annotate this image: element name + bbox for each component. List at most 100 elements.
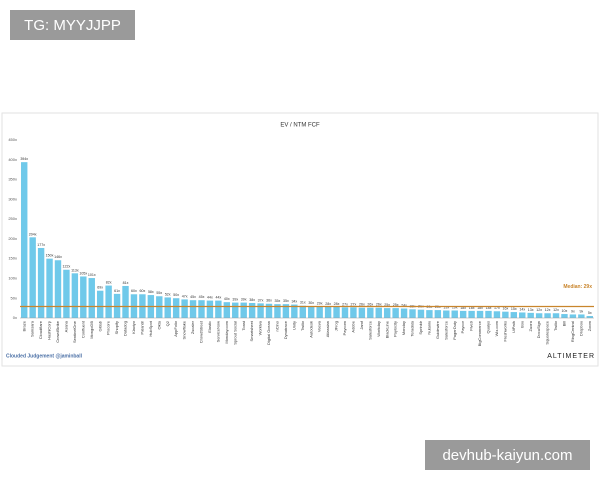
value-label: 24x <box>401 303 407 307</box>
bar <box>544 313 551 318</box>
y-tick-label: 250x <box>8 216 17 221</box>
value-label: 35x <box>275 299 281 303</box>
x-tick-label: MongoDB <box>89 321 94 339</box>
value-label: 55x <box>156 291 162 295</box>
value-label: 61x <box>114 289 120 293</box>
x-tick-label: Q2 <box>165 320 170 326</box>
x-tick-label: Dropbox <box>578 321 583 336</box>
value-label: 50x <box>173 293 179 297</box>
x-tick-label: Klaviyo <box>131 320 136 334</box>
y-tick-label: 300x <box>8 196 17 201</box>
value-label: 146x <box>54 255 62 259</box>
x-tick-label: RingCentral <box>570 321 575 342</box>
bar <box>257 303 264 318</box>
bar <box>392 308 399 318</box>
x-tick-label: Squarespace <box>545 320 550 344</box>
x-tick-label: BlackLine <box>384 320 389 338</box>
y-tick-label: 50x <box>11 295 17 300</box>
x-tick-label: Procore <box>106 320 111 335</box>
value-label: 18x <box>477 306 483 310</box>
bar <box>519 312 526 318</box>
value-label: 39x <box>241 298 247 302</box>
bar <box>172 298 180 318</box>
x-tick-label: HashiCorp <box>47 320 52 340</box>
y-tick-label: 350x <box>8 177 17 182</box>
x-tick-label: AppFolio <box>173 320 178 337</box>
bar <box>105 285 112 318</box>
x-tick-label: Qualys <box>486 321 491 333</box>
value-label: 69x <box>97 286 103 290</box>
bar <box>308 306 315 318</box>
x-tick-label: BigCommerce <box>477 320 482 346</box>
x-tick-label: Five9 <box>469 320 474 331</box>
value-label: 39x <box>232 298 238 302</box>
bar <box>282 304 290 318</box>
value-label: 28x <box>325 302 331 306</box>
bar <box>206 300 214 318</box>
watermark: devhub-kaiyun.com <box>425 440 590 470</box>
value-label: 38x <box>249 298 255 302</box>
bar <box>358 307 366 318</box>
value-label: 34x <box>291 300 297 304</box>
bar <box>215 300 222 318</box>
value-label: 101x <box>88 273 96 277</box>
value-label: 13x <box>528 308 534 312</box>
x-tick-label: Digital Ocean <box>266 321 271 345</box>
x-tick-label: Veeva <box>317 320 322 332</box>
chart-title: EV / NTM FCF <box>280 123 320 129</box>
x-tick-label: Paylocity <box>393 321 398 337</box>
footer-source: Clouded Judgement @jaminball <box>6 353 83 359</box>
bar <box>502 311 509 318</box>
bar <box>527 312 534 318</box>
y-tick-label: 0x <box>13 315 17 320</box>
x-tick-label: Wix.com <box>494 320 499 336</box>
x-tick-label: Workday <box>376 321 381 337</box>
value-label: 18x <box>469 306 475 310</box>
x-tick-label: Snowflake <box>182 320 187 339</box>
x-tick-label: Workiva <box>258 320 263 335</box>
bar <box>198 300 205 318</box>
bar <box>274 304 281 318</box>
bar <box>367 307 374 318</box>
bar <box>37 247 45 318</box>
bar <box>324 306 332 318</box>
x-tick-label: Jamf <box>359 320 364 330</box>
x-tick-label: Guidewire <box>435 320 440 339</box>
x-tick-label: ServiceNow <box>215 321 220 342</box>
x-tick-label: UiPath <box>511 321 516 333</box>
bar <box>333 306 340 318</box>
x-tick-label: Paycom <box>342 320 347 335</box>
bar <box>417 309 425 318</box>
value-label: 19x <box>443 305 449 309</box>
x-tick-label: Salesforce <box>443 320 448 340</box>
bar <box>476 310 484 318</box>
value-label: 27x <box>342 302 348 306</box>
x-tick-label: Cloudflare <box>38 320 43 339</box>
bar <box>232 302 239 318</box>
x-tick-label: Sprinklr <box>418 320 423 334</box>
bar <box>426 310 433 318</box>
bar <box>181 299 188 318</box>
x-tick-label: Nutanix <box>426 321 431 335</box>
value-label: 12x <box>536 308 542 312</box>
value-label: 113x <box>71 268 79 272</box>
value-label: 9x <box>571 309 575 313</box>
bar <box>375 307 382 318</box>
x-tick-label: Sprout Social <box>232 321 237 345</box>
value-label: 150x <box>46 254 54 258</box>
x-tick-label: Paycor <box>460 320 465 333</box>
value-label: 52x <box>165 292 171 296</box>
value-label: 47x <box>182 294 188 298</box>
watermark: TG: MYYJJPP <box>10 10 135 40</box>
bar <box>316 306 323 318</box>
value-label: 26x <box>367 303 373 307</box>
x-tick-label: Zoom <box>587 320 592 331</box>
x-tick-label: Twilio <box>300 320 305 331</box>
value-label: 60x <box>131 289 137 293</box>
bar <box>248 302 256 318</box>
x-tick-label: Braze <box>21 320 26 331</box>
bar <box>223 302 231 318</box>
value-label: 122x <box>63 265 71 269</box>
bar <box>552 313 560 318</box>
y-tick-label: 100x <box>8 276 17 281</box>
